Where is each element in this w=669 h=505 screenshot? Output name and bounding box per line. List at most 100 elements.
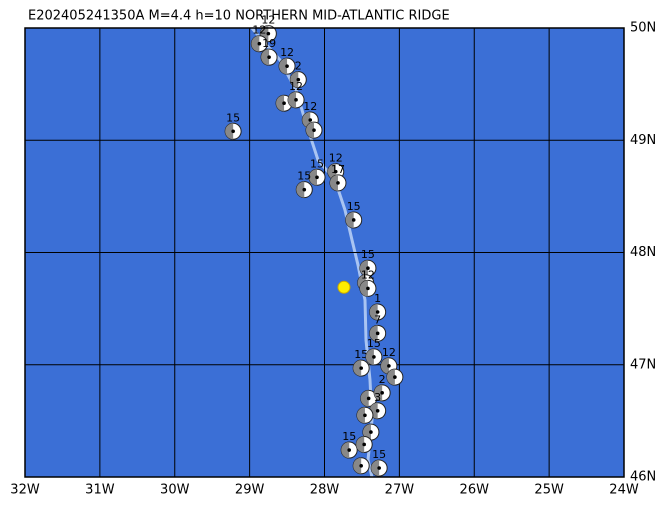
depth-label: 15	[297, 170, 311, 183]
beachball-center	[362, 442, 366, 447]
beachball-quadrant	[225, 123, 234, 140]
depth-label: 12	[329, 152, 343, 165]
beachball-center	[285, 64, 289, 68]
focal-mechanism	[362, 423, 380, 441]
depth-label: 12	[303, 100, 317, 113]
focal-mechanism	[275, 94, 293, 112]
focal-mechanism	[386, 368, 404, 386]
beachball-quadrant	[279, 58, 288, 75]
beachball-quadrant	[296, 181, 305, 198]
beachball-quadrant	[251, 35, 260, 52]
beachball-center	[372, 355, 376, 359]
depth-label: 17	[331, 163, 345, 176]
beachball-quadrant	[369, 325, 378, 342]
y-tick-label: 47N	[630, 357, 656, 372]
beachball-center	[315, 175, 319, 180]
beachball-quadrant	[345, 211, 354, 228]
x-tick-label: 25W	[534, 483, 564, 498]
focal-mechanism	[380, 357, 398, 375]
focal-mechanism	[260, 48, 278, 66]
y-tick-label: 49N	[630, 133, 656, 148]
depth-label: 12	[361, 268, 375, 281]
focal-mechanism	[305, 121, 323, 139]
depth-label: 12	[289, 80, 303, 93]
beachball-center	[377, 466, 381, 470]
beachball-center	[336, 181, 340, 185]
beachball-center	[359, 463, 363, 468]
beachball-center	[257, 41, 262, 46]
beachball-center	[359, 366, 363, 370]
y-tick-label: 48N	[630, 245, 656, 260]
beachball-quadrant	[306, 122, 315, 139]
focal-mechanism	[352, 359, 370, 377]
beachball-quadrant	[359, 260, 368, 277]
beachball-center	[294, 98, 298, 102]
beachball-center	[333, 169, 338, 174]
beachball-quadrant	[290, 71, 299, 88]
beachball-quadrant	[374, 384, 383, 401]
focal-mechanism	[287, 91, 305, 109]
beachball-center	[393, 375, 397, 379]
beachball-quadrant	[380, 357, 389, 374]
beachball-quadrant	[353, 457, 362, 474]
beachball-center	[231, 129, 235, 134]
beachball-center	[266, 31, 271, 36]
map-title: E202405241350A M=4.4 h=10 NORTHERN MID-A…	[28, 9, 450, 24]
focal-mechanism	[356, 406, 374, 424]
focal-mechanism	[340, 441, 358, 459]
beachball-quadrant	[360, 390, 369, 407]
x-tick-label: 31W	[85, 483, 115, 498]
depth-label: 3	[374, 391, 381, 404]
beachball-quadrant	[276, 95, 285, 112]
x-tick-label: 24W	[609, 483, 639, 498]
focal-mechanism	[359, 279, 377, 297]
beachball-center	[366, 286, 370, 291]
focal-mechanism	[370, 459, 388, 477]
focal-mechanism	[373, 384, 391, 402]
beachball-quadrant	[359, 280, 368, 297]
x-tick-label: 29W	[235, 483, 265, 498]
beachball-quadrant	[329, 174, 338, 191]
x-tick-label: 32W	[10, 483, 40, 498]
epicenter	[337, 280, 351, 294]
focal-mechanism	[278, 57, 296, 75]
beachball-center	[312, 128, 316, 132]
depth-label: 15	[361, 248, 375, 261]
beachball-quadrant	[356, 407, 365, 424]
depth-label: 15	[342, 430, 356, 443]
focal-mechanism	[369, 402, 387, 420]
depth-label: 15	[347, 200, 361, 213]
beachball-quadrant	[369, 303, 378, 320]
focal-mechanism	[224, 122, 242, 140]
focal-mechanism	[360, 389, 378, 407]
depth-label: 7	[374, 313, 381, 326]
focal-mechanism	[352, 457, 370, 475]
beachball-quadrant	[288, 91, 297, 108]
depth-label: 15	[310, 157, 324, 170]
beachball-center	[375, 331, 380, 336]
depth-label: 15	[226, 111, 240, 124]
depth-label: 19	[262, 37, 276, 50]
beachball-center	[296, 77, 301, 82]
beachball-center	[302, 187, 307, 192]
x-tick-label: 27W	[385, 483, 415, 498]
x-tick-label: 26W	[460, 483, 490, 498]
beachball-quadrant	[356, 436, 365, 453]
beachball-center	[282, 101, 286, 106]
beachball-center	[387, 364, 391, 368]
beachball-quadrant	[371, 460, 380, 477]
depth-label: 12	[252, 24, 266, 37]
focal-mechanism	[345, 211, 363, 229]
beachball-center	[366, 396, 371, 401]
focal-mechanism	[308, 168, 326, 186]
focal-mechanism	[329, 174, 347, 192]
focal-mechanism	[369, 324, 387, 342]
beachball-center	[351, 218, 356, 222]
depth-label: 15	[367, 337, 381, 350]
focal-mechanism	[289, 71, 307, 89]
focal-mechanism	[250, 35, 268, 53]
depth-label: 12	[280, 46, 294, 59]
beachball-center	[347, 448, 352, 452]
focal-mechanism	[369, 303, 387, 321]
focal-mechanism	[365, 348, 383, 366]
